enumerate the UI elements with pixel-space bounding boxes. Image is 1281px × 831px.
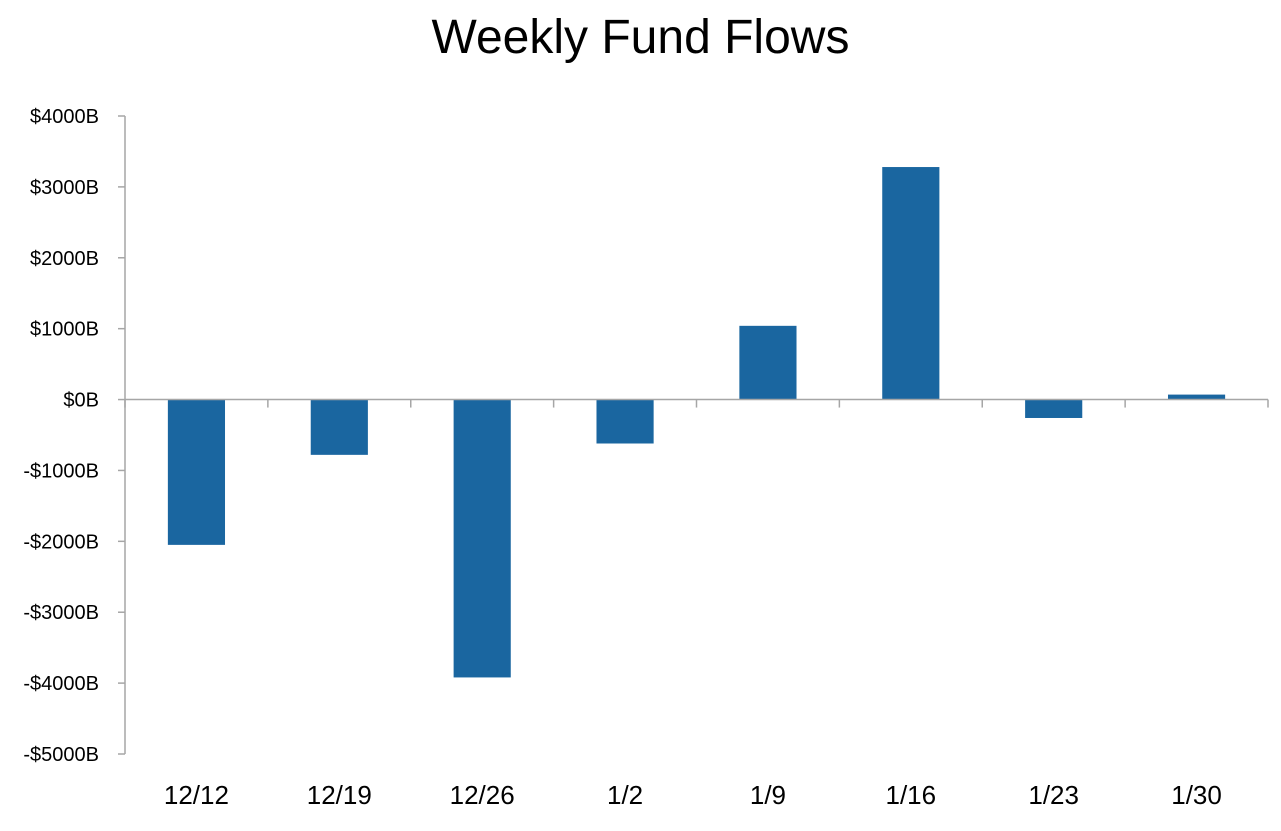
x-tick-label: 1/16: [886, 780, 937, 810]
x-tick-label: 1/30: [1171, 780, 1222, 810]
bar: [1167, 394, 1226, 400]
y-tick-label: $0B: [63, 390, 99, 412]
bar: [1025, 399, 1083, 418]
y-tick-label: -$3000B: [23, 602, 99, 624]
bar: [882, 167, 940, 400]
x-tick-label: 1/2: [607, 780, 643, 810]
x-tick-label: 12/19: [307, 780, 372, 810]
y-tick-label: $2000B: [30, 248, 99, 270]
bar: [167, 399, 226, 545]
chart-title: Weekly Fund Flows: [431, 11, 850, 64]
x-tick-label: 1/23: [1028, 780, 1079, 810]
y-tick-label: -$1000B: [23, 460, 99, 482]
bar: [739, 325, 797, 400]
y-tick-label: $3000B: [30, 177, 99, 199]
y-tick-label: -$5000B: [23, 744, 99, 766]
y-tick-label: $4000B: [30, 106, 99, 128]
x-tick-label: 12/12: [164, 780, 229, 810]
bar: [596, 399, 654, 444]
y-tick-label: -$4000B: [23, 673, 99, 695]
x-tick-label: 12/26: [450, 780, 515, 810]
y-tick-label: $1000B: [30, 319, 99, 341]
bar: [310, 399, 368, 455]
y-tick-label: -$2000B: [23, 531, 99, 553]
x-tick-label: 1/9: [750, 780, 786, 810]
bar: [453, 399, 511, 678]
